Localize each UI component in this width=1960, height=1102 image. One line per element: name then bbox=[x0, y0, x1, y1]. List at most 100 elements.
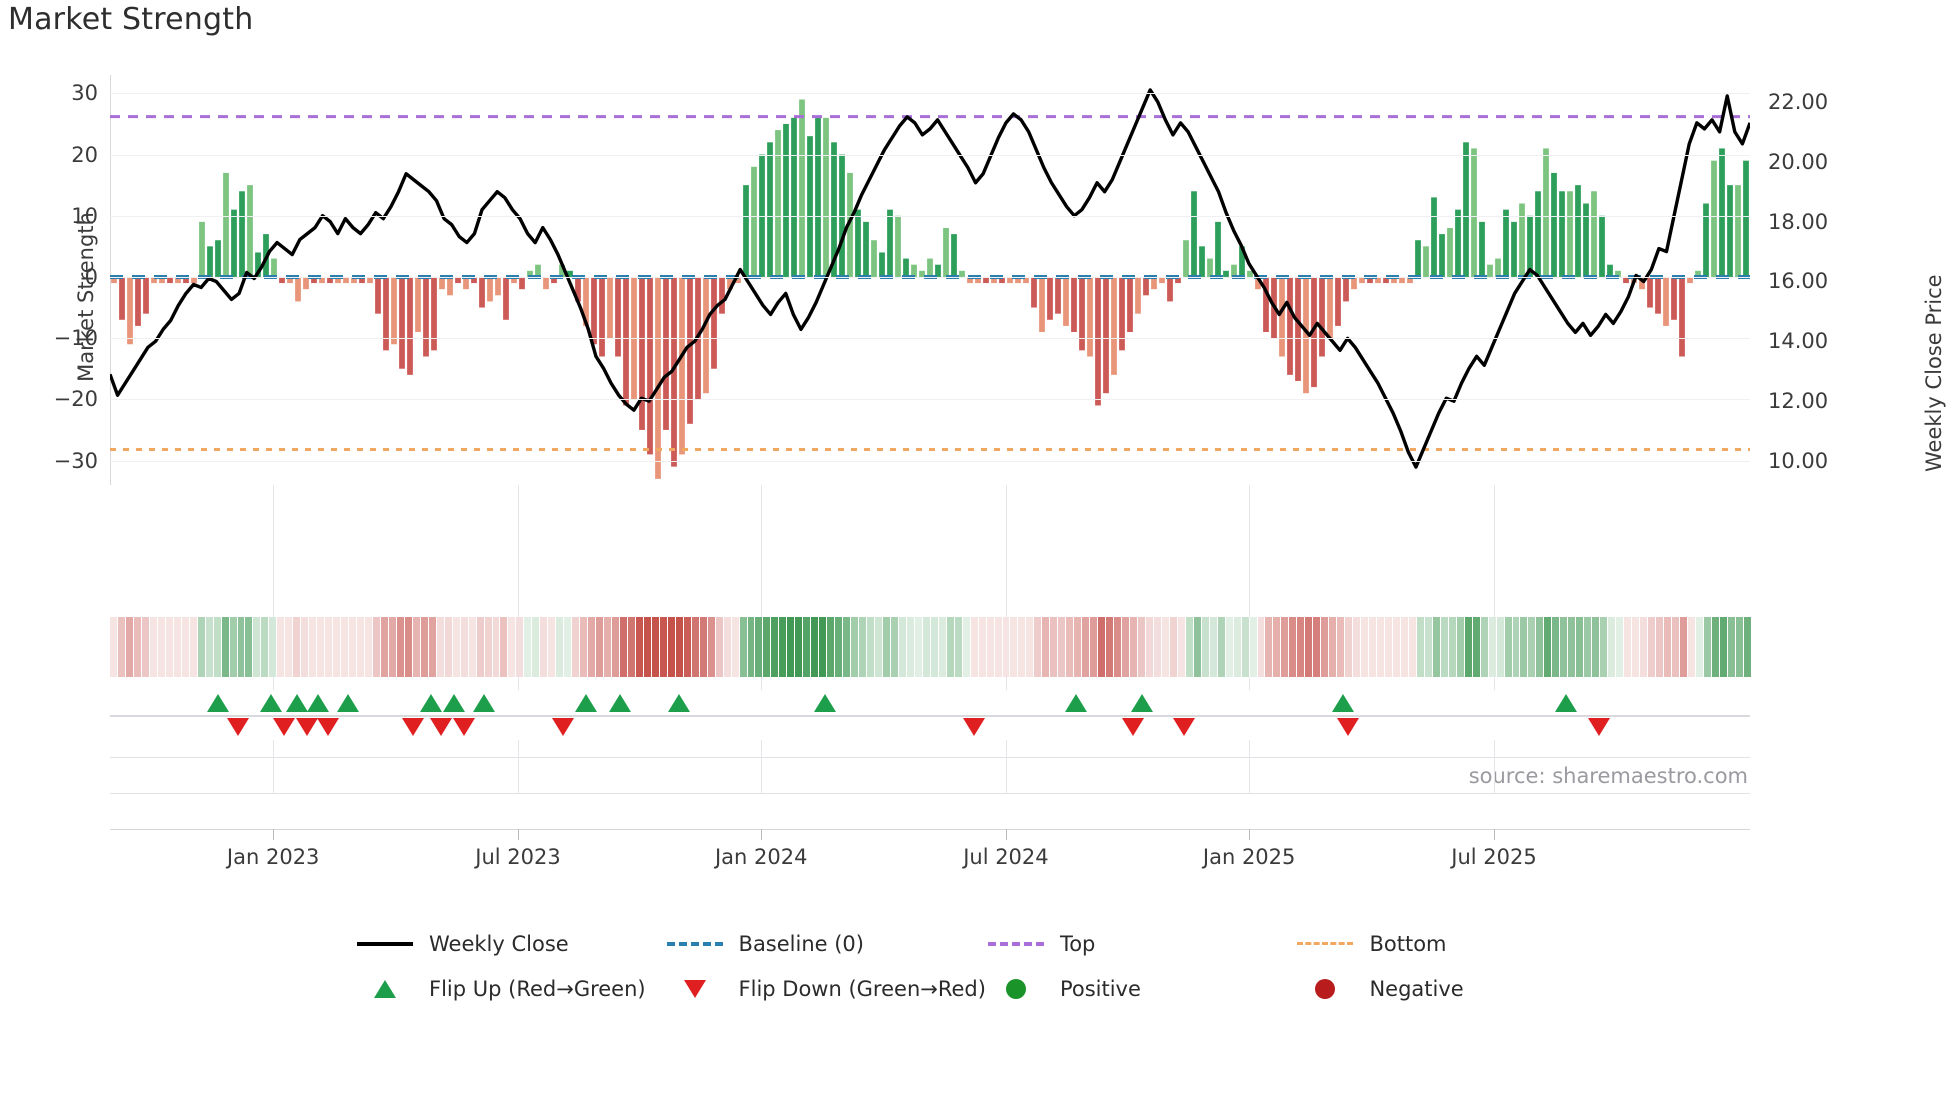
heat-cell bbox=[1743, 617, 1751, 677]
strength-bar bbox=[663, 276, 669, 430]
strength-bar bbox=[743, 185, 749, 277]
strength-bar bbox=[183, 276, 189, 284]
strength-bar bbox=[1183, 240, 1189, 277]
x-guide-line bbox=[1005, 740, 1007, 757]
strength-bar bbox=[1655, 276, 1661, 314]
flip-up-marker bbox=[1130, 694, 1153, 712]
strength-bar bbox=[1471, 148, 1477, 277]
heat-cell bbox=[635, 617, 643, 677]
legend-item-baseline-0[interactable]: Baseline (0) bbox=[665, 932, 986, 956]
strength-bar bbox=[527, 270, 533, 277]
heat-cell bbox=[516, 617, 524, 677]
heat-cell bbox=[428, 617, 436, 677]
heat-cell bbox=[1257, 617, 1265, 677]
strength-bar bbox=[895, 215, 901, 277]
legend-item-flip-down-green-red[interactable]: Flip Down (Green→Red) bbox=[665, 977, 986, 1001]
flip-up-marker bbox=[336, 694, 359, 712]
weekly-close-line bbox=[110, 75, 1750, 485]
strength-bar bbox=[1255, 276, 1261, 290]
strength-bar bbox=[1007, 276, 1013, 284]
heat-cell bbox=[1329, 617, 1337, 677]
strength-bar bbox=[935, 264, 941, 277]
heat-cell bbox=[580, 617, 588, 677]
strength-bar bbox=[999, 276, 1005, 284]
heat-cell bbox=[532, 617, 540, 677]
heat-cell bbox=[396, 617, 404, 677]
legend-label: Negative bbox=[1369, 976, 1464, 1001]
strength-bar bbox=[1599, 215, 1605, 277]
strength-bar bbox=[671, 276, 677, 467]
strength-bar bbox=[487, 276, 493, 302]
strength-bar bbox=[167, 276, 173, 284]
strength-bar bbox=[775, 130, 781, 277]
gridline bbox=[110, 93, 1750, 95]
flip-down-marker bbox=[317, 718, 340, 736]
strength-bar bbox=[303, 276, 309, 290]
flip-up-marker bbox=[472, 694, 495, 712]
strength-bar bbox=[1095, 276, 1101, 406]
strength-bar bbox=[1079, 276, 1085, 351]
strength-bar bbox=[351, 276, 357, 284]
heat-cell bbox=[1528, 617, 1536, 677]
strength-bar bbox=[503, 276, 509, 320]
strength-bar bbox=[543, 276, 549, 290]
x-tick-label: Jan 2025 bbox=[1202, 845, 1296, 869]
strength-bar bbox=[1143, 276, 1149, 296]
strength-bar bbox=[1463, 142, 1469, 277]
strength-bar bbox=[1583, 203, 1589, 277]
legend-label: Top bbox=[1059, 931, 1096, 956]
legend-item-flip-up-red-green[interactable]: Flip Up (Red→Green) bbox=[355, 977, 665, 1001]
strength-bar bbox=[1639, 276, 1645, 290]
heat-cell bbox=[667, 617, 675, 677]
x-tick-mark bbox=[273, 829, 275, 840]
legend-item-negative[interactable]: Negative bbox=[1295, 977, 1605, 1001]
legend-item-positive[interactable]: Positive bbox=[986, 977, 1296, 1001]
x-guide-line bbox=[273, 677, 275, 690]
strength-bar bbox=[191, 276, 197, 284]
strength-bar bbox=[247, 185, 253, 277]
strength-bar bbox=[551, 276, 557, 284]
legend-item-weekly-close[interactable]: Weekly Close bbox=[355, 932, 665, 956]
strength-bar bbox=[711, 276, 717, 369]
strength-bar bbox=[783, 123, 789, 277]
heat-cell bbox=[1297, 617, 1305, 677]
heat-cell bbox=[1624, 617, 1632, 677]
strength-bar bbox=[687, 276, 693, 424]
heat-cell bbox=[612, 617, 619, 677]
strength-bar bbox=[911, 264, 917, 277]
strength-bar bbox=[903, 258, 909, 277]
strength-bar bbox=[1151, 276, 1157, 290]
heat-cell bbox=[1026, 617, 1034, 677]
legend-item-bottom[interactable]: Bottom bbox=[1295, 932, 1605, 956]
heat-cell bbox=[1727, 617, 1735, 677]
heat-cell bbox=[946, 617, 954, 677]
heat-cell bbox=[1472, 617, 1480, 677]
strength-bar bbox=[1119, 276, 1125, 351]
heat-cell bbox=[1647, 617, 1655, 677]
heat-cell bbox=[1353, 617, 1361, 677]
heat-cell bbox=[213, 617, 221, 677]
heat-cell bbox=[524, 617, 532, 677]
heat-cell bbox=[564, 617, 572, 677]
heat-cell bbox=[994, 617, 1002, 677]
strength-bar bbox=[1111, 276, 1117, 375]
heat-cell bbox=[1377, 617, 1384, 677]
flip-up-marker bbox=[285, 694, 308, 712]
heat-cell bbox=[771, 617, 779, 677]
strength-bar bbox=[1279, 276, 1285, 357]
x-guide-line bbox=[761, 485, 763, 617]
heat-cell bbox=[372, 617, 380, 677]
strength-bar bbox=[1167, 276, 1173, 302]
left-axis-spine bbox=[110, 75, 111, 485]
strength-bar bbox=[1671, 276, 1677, 320]
source-rule-bottom bbox=[110, 793, 1750, 794]
heat-cell bbox=[1265, 617, 1273, 677]
heat-cell bbox=[181, 617, 189, 677]
heat-cell bbox=[1568, 617, 1576, 677]
dashed-line-icon bbox=[666, 941, 723, 946]
heat-cell bbox=[1448, 617, 1456, 677]
x-tick-mark bbox=[1493, 829, 1495, 840]
heat-cell bbox=[890, 617, 898, 677]
legend-item-top[interactable]: Top bbox=[986, 932, 1296, 956]
heat-cell bbox=[867, 617, 874, 677]
